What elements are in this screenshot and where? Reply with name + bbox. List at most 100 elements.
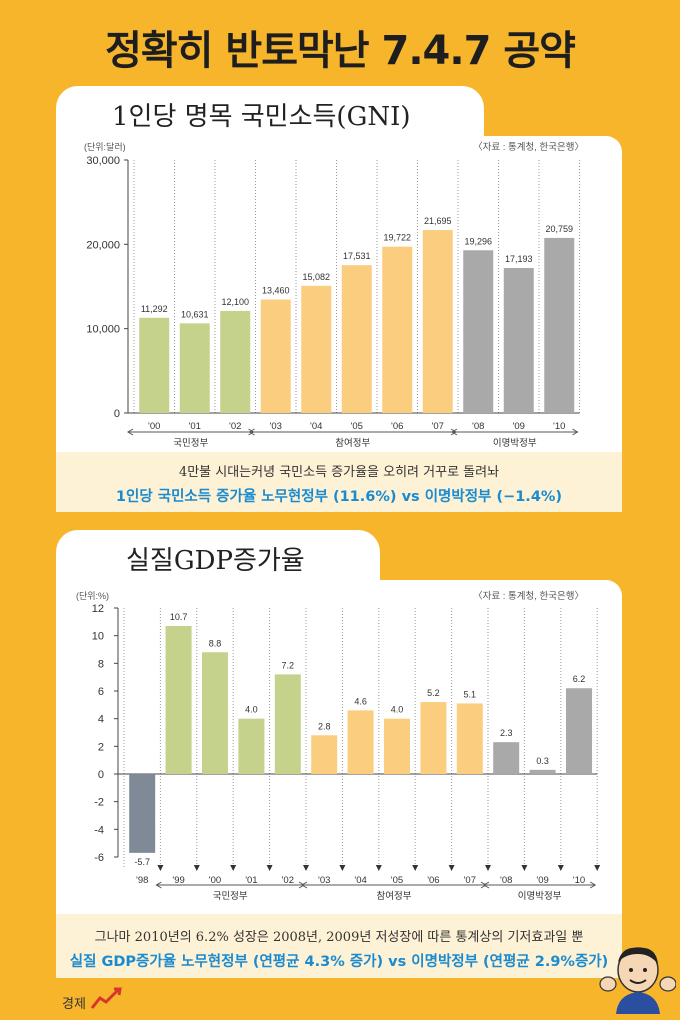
chart2-y-tick-label: 12 (92, 603, 104, 615)
chart2-bracket-arrow (589, 881, 597, 889)
chart2-x-tick-label: '01 (245, 875, 257, 886)
chart2-y-tick-label: 10 (92, 631, 104, 643)
chart1-source-label: 〈자료 : 통계청, 한국은행〉 (473, 141, 584, 153)
chart2-x-tick-label: '99 (172, 875, 184, 886)
chart2-x-tick-label: '03 (318, 875, 330, 886)
chart2-grid-marker (412, 865, 419, 871)
chart1-value-label: 11,292 (141, 304, 168, 314)
chart2-bar (165, 625, 192, 774)
chart1-bracket-arrow (451, 428, 458, 436)
chart1-caption: 4만불 시대는커녕 국민소득 증가율을 오히려 거꾸로 돌려놔 1인당 국민소득… (56, 452, 622, 512)
chart2-grid-marker (266, 865, 273, 871)
chart2-x-tick-label: '98 (136, 875, 148, 886)
chart2-x-tick-label: '04 (354, 875, 366, 886)
chart1-x-tick-label: '05 (351, 421, 363, 432)
chart2-title-tab (56, 530, 380, 584)
chart1-value-label: 10,631 (181, 309, 209, 319)
chart2-x-tick-label: '10 (573, 875, 585, 886)
arrow-icon (90, 987, 122, 1009)
chart2-value-label: 2.8 (318, 721, 331, 731)
chart1-caption-line1: 4만불 시대는커녕 국민소득 증가율을 오히려 거꾸로 돌려놔 (178, 465, 500, 480)
chart1-value-label: 12,100 (221, 297, 249, 307)
chart1-x-tick-label: '08 (472, 421, 484, 432)
chart2-y-tick-label: -6 (94, 852, 104, 864)
page-title: 정확히 반토막난 7.4.7 공약 (105, 28, 576, 74)
chart1-bar (220, 310, 251, 413)
chart1-bar (179, 323, 210, 413)
chart2-grid-marker (448, 865, 455, 871)
chart1-bar (544, 237, 575, 413)
chart2-value-label: 6.2 (573, 674, 586, 684)
chart1-value-label: 17,531 (343, 251, 371, 261)
chart2-bar (347, 710, 374, 774)
chart2-group-label: 참여정부 (377, 890, 412, 902)
chart1-bar (301, 285, 332, 413)
chart1-group-label: 국민정부 (173, 438, 208, 449)
chart2-group-label: 이명박정부 (518, 891, 562, 902)
chart2-x-tick-label: '06 (427, 875, 439, 886)
chart2-caption-line1: 그나마 2010년의 6.2% 성장은 2008년, 2009년 저성장에 따른… (94, 930, 584, 945)
chart2-y-tick-label: 2 (98, 741, 104, 753)
chart1-unit-label: (단위:달러) (84, 141, 126, 152)
chart2-y-tick-label: 0 (98, 769, 104, 781)
chart1-x-tick-label: '06 (391, 421, 403, 432)
chart2-bar (238, 718, 265, 774)
chart2-grid-marker (303, 865, 309, 871)
mascot-icon (599, 947, 676, 1014)
chart2-unit-label: (단위:%) (76, 591, 109, 601)
chart2-grid-marker (230, 865, 237, 871)
chart2-grid-marker (521, 865, 528, 871)
chart2-heading: 실질GDP증가율 (126, 546, 305, 576)
chart1-bar (382, 246, 413, 413)
chart1-value-label: 21,695 (424, 216, 452, 226)
chart2-value-label: 4.0 (245, 705, 258, 715)
chart2-value-label: 4.0 (391, 705, 404, 715)
chart1-title-tab (56, 86, 484, 140)
chart1-x-tick-label: '07 (432, 421, 444, 432)
chart2-y-tick-label: 4 (98, 714, 104, 726)
chart2-bar (566, 688, 592, 774)
chart2-value-label: 0.3 (536, 756, 549, 766)
chart1-y-tick-label: 10,000 (86, 324, 120, 336)
chart2-caption: 그나마 2010년의 6.2% 성장은 2008년, 2009년 저성장에 따른… (56, 914, 622, 978)
chart1-y-tick-label: 20,000 (86, 239, 120, 251)
chart1-y-tick-label: 0 (114, 408, 120, 420)
chart2-value-label: -5.7 (134, 857, 150, 867)
chart2-x-tick-label: '08 (500, 875, 512, 886)
chart2-bracket-arrow (483, 881, 490, 889)
chart1-y-tick-label: 30,000 (86, 155, 120, 167)
chart1-bracket-arrow (572, 428, 579, 436)
chart2-value-label: 8.8 (209, 638, 222, 648)
chart2-x-tick-label: '02 (282, 875, 294, 886)
chart2-value-label: 5.2 (427, 688, 440, 698)
chart2-bar (493, 742, 520, 774)
chart2-bar (274, 674, 301, 774)
chart2-grid-marker (157, 865, 164, 871)
chart1-value-label: 17,193 (505, 254, 533, 264)
chart1-value-label: 15,082 (302, 272, 330, 282)
chart1-bar (463, 250, 494, 413)
chart1-bar (139, 317, 170, 413)
chart1-bar (341, 265, 372, 413)
chart1-heading: 1인당 명목 국민소득(GNI) (112, 102, 411, 132)
chart2-grid-marker (594, 865, 601, 871)
chart1-value-label: 20,759 (545, 224, 573, 234)
chart2-bar (202, 652, 228, 774)
chart1-x-tick-label: '03 (270, 421, 282, 432)
chart2-value-label: 7.2 (282, 660, 295, 670)
chart1-x-tick-label: '01 (189, 421, 201, 432)
chart2-bracket-arrow (155, 881, 162, 889)
chart2-y-tick-label: 8 (98, 658, 104, 670)
chart1-plot: (단위:달러) 〈자료 : 통계청, 한국은행〉 0 10,000 20,000 30,0… (84, 141, 584, 449)
chart1-x-tick-label: '00 (148, 421, 160, 432)
chart1-bar (260, 299, 291, 413)
chart2-bar (311, 735, 338, 774)
chart2-caption-line2: 실질 GDP증가율 노무현정부 (연평균 4.3% 증가) vs 이명박정부 (… (69, 954, 609, 970)
chart2-grid-marker (193, 865, 200, 871)
chart1-caption-line2: 1인당 국민소득 증가율 노무현정부 (11.6%) vs 이명박정부 (−1.… (115, 489, 563, 505)
chart2-x-tick-label: '09 (536, 875, 548, 886)
chart2-value-label: 5.1 (464, 689, 477, 699)
chart2-y-tick-label: -4 (94, 824, 104, 836)
chart2-y-tick-label: -2 (94, 797, 104, 809)
chart1-group-label: 이명박정부 (493, 438, 537, 449)
